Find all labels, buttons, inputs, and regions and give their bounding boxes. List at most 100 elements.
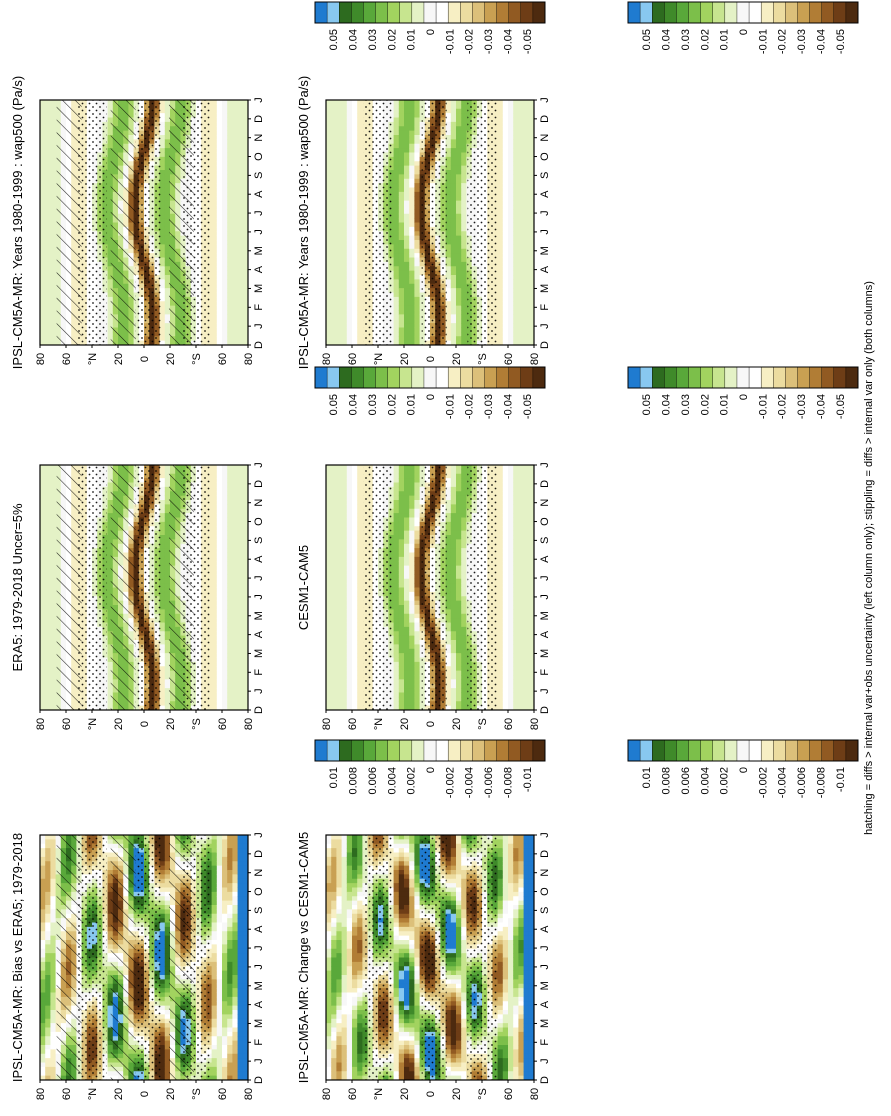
heatmap-cell <box>503 113 509 118</box>
heatmap-cell <box>222 288 228 293</box>
heatmap-cell <box>518 100 524 105</box>
heatmap-cell <box>409 227 415 232</box>
heatmap-cell <box>461 231 467 236</box>
heatmap-cell <box>45 214 51 219</box>
heatmap-cell <box>451 223 457 228</box>
heatmap-cell <box>222 188 228 193</box>
heatmap-cell <box>45 548 51 553</box>
heatmap-cell <box>513 100 519 105</box>
heatmap-cell <box>227 174 233 179</box>
heatmap-cell <box>399 279 405 284</box>
heatmap-cell <box>331 310 337 315</box>
heatmap-cell <box>456 293 462 298</box>
heatmap-cell <box>352 258 358 263</box>
heatmap-cell <box>513 314 519 319</box>
heatmap-cell <box>326 179 332 184</box>
heatmap-cell <box>513 328 519 333</box>
heatmap-cell <box>518 122 524 127</box>
heatmap-cell <box>342 236 348 241</box>
heatmap-cell <box>508 131 514 136</box>
heatmap-cell <box>238 135 244 140</box>
heatmap-cell <box>498 170 504 175</box>
heatmap-cell <box>456 109 462 114</box>
heatmap-cell <box>461 174 467 179</box>
heatmap-cell <box>414 144 420 149</box>
heatmap-cell <box>399 209 405 214</box>
heatmap-cell <box>336 253 342 258</box>
heatmap-cell <box>40 627 46 632</box>
heatmap-cell <box>513 104 519 109</box>
heatmap-cell <box>232 236 238 241</box>
heatmap-cell <box>414 218 420 223</box>
heatmap-cell <box>404 262 410 267</box>
heatmap-cell <box>45 566 51 571</box>
heatmap-cell <box>232 244 238 249</box>
heatmap-cell <box>503 284 509 289</box>
heatmap-cell <box>508 271 514 276</box>
heatmap-cell <box>347 113 353 118</box>
heatmap-cell <box>498 293 504 298</box>
heatmap-cell <box>347 131 353 136</box>
heatmap-cell <box>212 332 218 337</box>
heatmap-cell <box>331 284 337 289</box>
heatmap-cell <box>518 231 524 236</box>
heatmap-cell <box>503 328 509 333</box>
heatmap-cell <box>394 293 400 298</box>
heatmap-cell <box>45 104 51 109</box>
heatmap-cell <box>212 118 218 123</box>
heatmap-cell <box>414 306 420 311</box>
month-tick-label: M <box>253 246 265 255</box>
heatmap-cell <box>45 196 51 201</box>
heatmap-cell <box>342 131 348 136</box>
heatmap-cell <box>50 104 56 109</box>
heatmap-cell <box>518 271 524 276</box>
heatmap-cell <box>357 336 363 341</box>
heatmap-cell <box>326 196 332 201</box>
heatmap-cell <box>331 157 337 162</box>
heatmap-cell <box>414 227 420 232</box>
heatmap-cell <box>524 244 530 249</box>
heatmap-cell <box>352 166 358 171</box>
heatmap-cell <box>399 271 405 276</box>
heatmap-cell <box>352 183 358 188</box>
heatmap-cell <box>352 240 358 245</box>
stippling-band <box>77 100 106 345</box>
heatmap-cell <box>347 279 353 284</box>
heatmap-cell <box>503 109 509 114</box>
heatmap-cell <box>498 188 504 193</box>
heatmap-cell <box>399 144 405 149</box>
heatmap-cell <box>399 170 405 175</box>
heatmap-cell <box>404 131 410 136</box>
heatmap-cell <box>40 271 46 276</box>
heatmap-cell <box>50 244 56 249</box>
heatmap-cell <box>513 258 519 263</box>
heatmap-cell <box>498 166 504 171</box>
heatmap-cell <box>399 310 405 315</box>
heatmap-cell <box>326 284 332 289</box>
heatmap-cell <box>524 144 530 149</box>
heatmap-cell <box>409 249 415 254</box>
heatmap-cell <box>227 301 233 306</box>
heatmap-cell <box>212 249 218 254</box>
heatmap-cell <box>524 148 530 153</box>
heatmap-cell <box>347 284 353 289</box>
heatmap-cell <box>513 153 519 158</box>
heatmap-cell <box>50 135 56 140</box>
heatmap-cell <box>451 126 457 131</box>
heatmap-cell <box>451 196 457 201</box>
heatmap-cell <box>222 126 228 131</box>
heatmap-cell <box>498 100 504 105</box>
heatmap-cell <box>414 135 420 140</box>
heatmap-cell <box>513 148 519 153</box>
heatmap-cell <box>399 231 405 236</box>
heatmap-cell <box>399 196 405 201</box>
heatmap-cell <box>451 332 457 337</box>
lat-tick-label: °S <box>191 353 203 365</box>
heatmap-cell <box>508 179 514 184</box>
heatmap-cell <box>326 201 332 206</box>
heatmap-cell <box>331 306 337 311</box>
heatmap-cell <box>461 170 467 175</box>
heatmap-cell <box>227 166 233 171</box>
heatmap-cell <box>503 279 509 284</box>
heatmap-cell <box>45 139 51 144</box>
